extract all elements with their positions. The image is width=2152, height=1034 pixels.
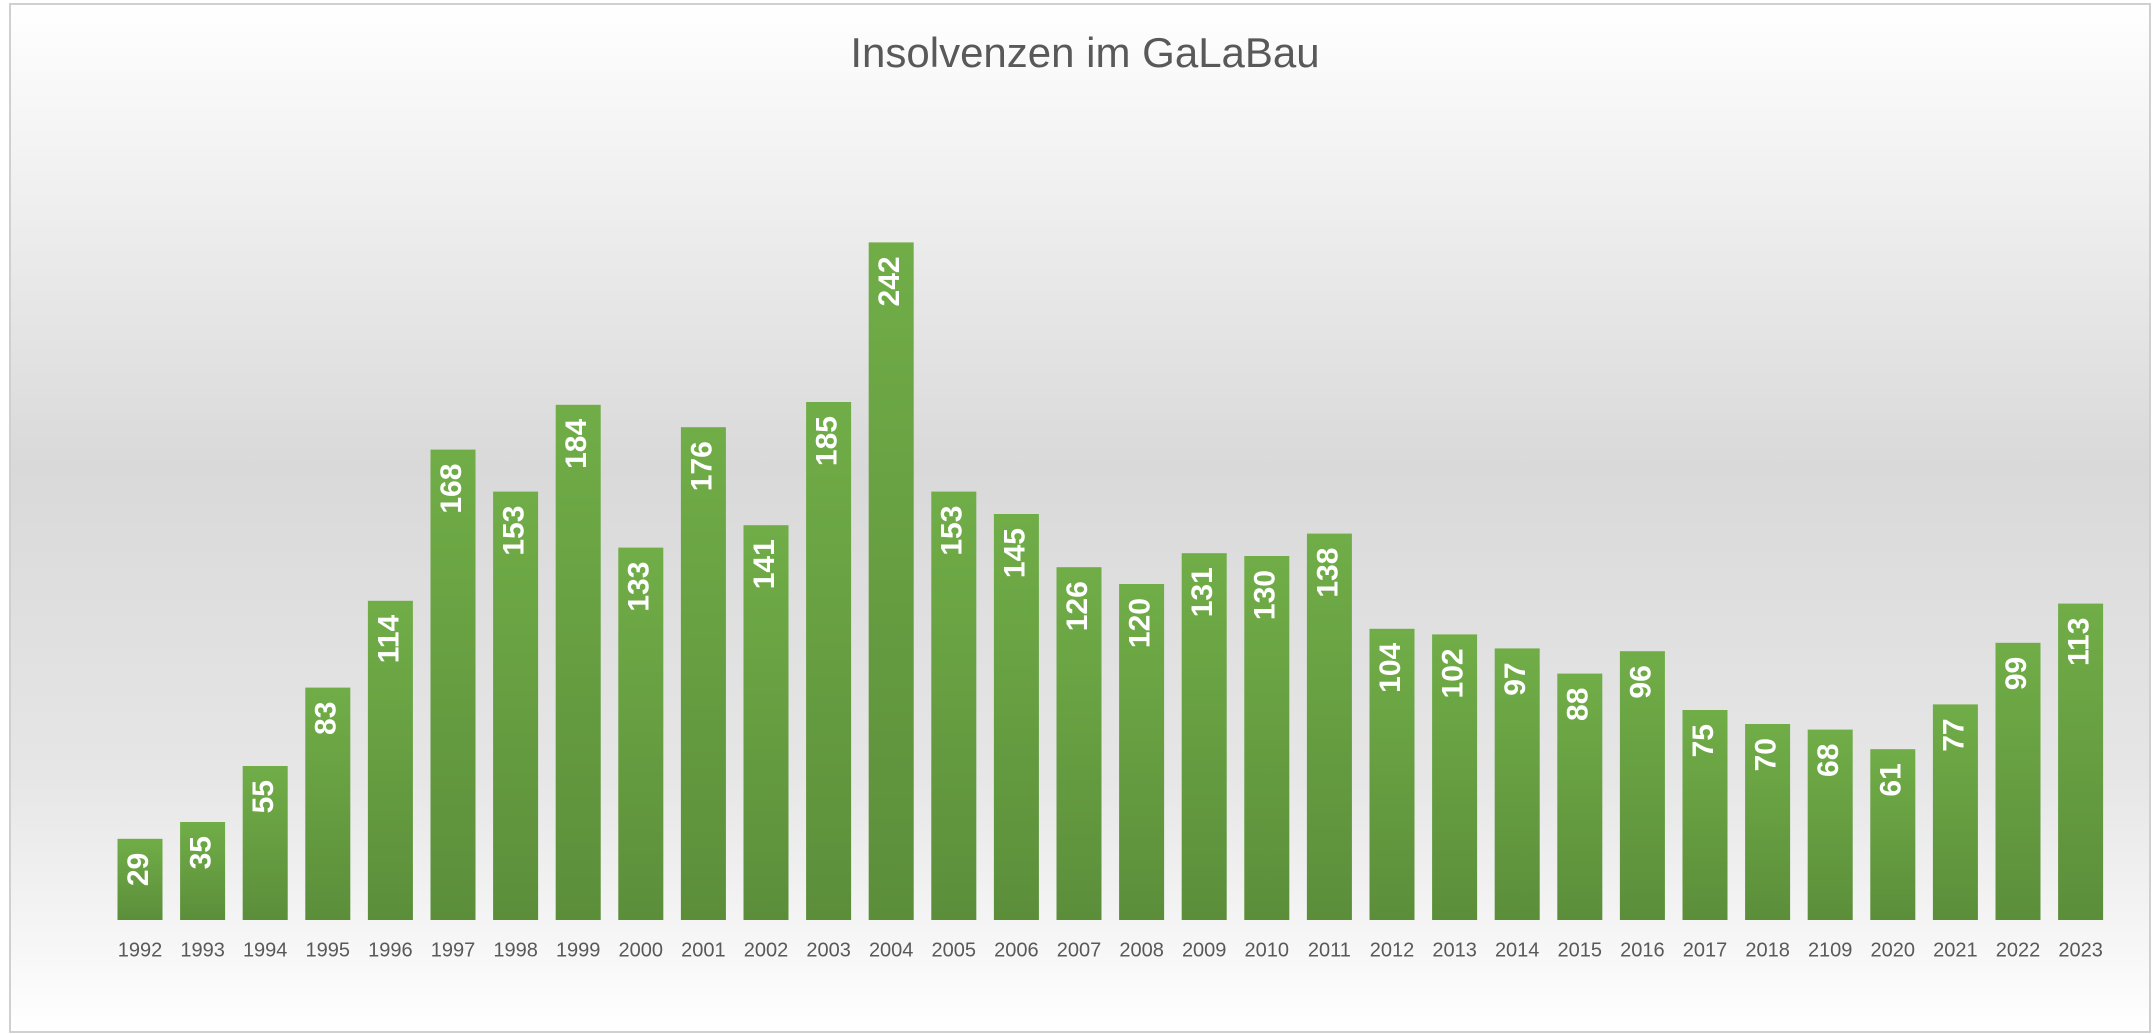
bar-shade bbox=[2058, 603, 2104, 920]
data-label: 99 bbox=[2000, 657, 2033, 690]
x-tick-label: 1998 bbox=[493, 939, 538, 961]
bar-shade bbox=[242, 766, 288, 920]
x-tick-label: 2001 bbox=[681, 939, 726, 961]
data-label: 70 bbox=[1750, 738, 1783, 771]
bar-shade bbox=[1369, 628, 1415, 920]
bar-shade bbox=[1870, 749, 1916, 920]
data-label: 176 bbox=[685, 441, 718, 491]
data-label: 185 bbox=[811, 416, 844, 466]
bar-shade bbox=[1745, 724, 1791, 920]
x-tick-label: 2013 bbox=[1432, 939, 1477, 961]
x-tick-label: 2014 bbox=[1495, 939, 1540, 961]
bar-shade bbox=[993, 514, 1039, 920]
bar-shade bbox=[1932, 704, 1978, 920]
data-label: 61 bbox=[1875, 763, 1908, 796]
x-tick-label: 2009 bbox=[1182, 939, 1227, 961]
x-tick-label: 2010 bbox=[1245, 939, 1290, 961]
x-tick-label: 2017 bbox=[1683, 939, 1728, 961]
bar-shade bbox=[1244, 556, 1290, 920]
bar-shade bbox=[305, 687, 351, 920]
data-label: 133 bbox=[623, 562, 656, 612]
data-label: 96 bbox=[1624, 665, 1657, 698]
bar-shade bbox=[1306, 533, 1352, 920]
x-tick-label: 2011 bbox=[1308, 939, 1351, 961]
data-label: 102 bbox=[1437, 648, 1470, 698]
data-label: 104 bbox=[1374, 642, 1407, 692]
x-tick-label: 2004 bbox=[869, 939, 914, 961]
bar-shade bbox=[743, 525, 789, 920]
bar-shade bbox=[493, 491, 539, 920]
x-tick-label: 2018 bbox=[1745, 939, 1790, 961]
data-label: 88 bbox=[1562, 688, 1595, 721]
x-tick-label: 2020 bbox=[1871, 939, 1916, 961]
x-tick-label: 1999 bbox=[556, 939, 601, 961]
bar-shade bbox=[618, 547, 664, 920]
x-tick-label: 2021 bbox=[1933, 939, 1978, 961]
bar-shade bbox=[806, 402, 852, 920]
data-label: 113 bbox=[2063, 618, 2096, 666]
bar-shade bbox=[680, 427, 726, 920]
data-label: 126 bbox=[1061, 581, 1094, 631]
bar-shade bbox=[1682, 710, 1728, 920]
bar-shade bbox=[931, 491, 977, 920]
data-label: 97 bbox=[1499, 662, 1532, 695]
x-tick-label: 2015 bbox=[1558, 939, 1603, 961]
data-label: 35 bbox=[185, 836, 218, 869]
x-tick-label: 2006 bbox=[994, 939, 1039, 961]
bar-shade bbox=[1181, 553, 1227, 920]
bar-shade bbox=[1995, 642, 2041, 920]
bar-shade bbox=[1494, 648, 1540, 920]
x-tick-label: 2023 bbox=[2058, 939, 2103, 961]
bar-shade bbox=[1119, 584, 1165, 920]
data-label: 75 bbox=[1687, 724, 1720, 757]
x-tick-label: 2012 bbox=[1370, 939, 1415, 961]
data-label: 168 bbox=[435, 464, 468, 514]
data-label: 242 bbox=[873, 256, 906, 306]
data-label: 141 bbox=[748, 539, 781, 589]
x-tick-label: 1993 bbox=[180, 939, 225, 961]
bar-shade bbox=[367, 600, 413, 920]
data-label: 138 bbox=[1311, 548, 1344, 598]
data-label: 131 bbox=[1186, 567, 1219, 617]
bar-shade bbox=[430, 449, 476, 920]
data-label: 29 bbox=[122, 853, 155, 886]
data-label: 120 bbox=[1124, 598, 1157, 648]
data-label: 130 bbox=[1249, 570, 1282, 620]
bar-shade bbox=[555, 404, 601, 920]
bar-shade bbox=[868, 242, 914, 920]
x-tick-label: 2005 bbox=[932, 939, 977, 961]
x-tick-label: 2016 bbox=[1620, 939, 1665, 961]
data-label: 68 bbox=[1812, 744, 1845, 777]
x-tick-label: 2002 bbox=[744, 939, 789, 961]
bar-shade bbox=[1807, 729, 1853, 920]
x-tick-label: 2008 bbox=[1119, 939, 1164, 961]
bar-shade bbox=[1432, 634, 1478, 920]
data-label: 153 bbox=[498, 506, 531, 556]
chart-title: Insolvenzen im GaLaBau bbox=[850, 29, 1319, 76]
bar-shade bbox=[117, 838, 163, 920]
x-tick-label: 2003 bbox=[806, 939, 851, 961]
x-tick-label: 1995 bbox=[306, 939, 351, 961]
x-tick-label: 2007 bbox=[1057, 939, 1102, 961]
x-tick-label: 1994 bbox=[243, 939, 288, 961]
data-label: 114 bbox=[372, 614, 405, 663]
x-tick-label: 2000 bbox=[619, 939, 664, 961]
data-label: 184 bbox=[560, 418, 593, 468]
bar-shade bbox=[1619, 651, 1665, 920]
x-tick-label: 1997 bbox=[431, 939, 476, 961]
data-label: 153 bbox=[936, 506, 969, 556]
data-label: 77 bbox=[1937, 718, 1970, 751]
bar-shade bbox=[1056, 567, 1102, 920]
bar-shade bbox=[1557, 673, 1603, 920]
bar-shade bbox=[180, 822, 226, 920]
data-label: 145 bbox=[998, 528, 1031, 578]
x-tick-label: 2109 bbox=[1808, 939, 1853, 961]
x-tick-label: 1996 bbox=[368, 939, 413, 961]
data-label: 83 bbox=[310, 702, 343, 735]
x-tick-label: 2022 bbox=[1996, 939, 2041, 961]
data-label: 55 bbox=[247, 780, 280, 813]
x-tick-label: 1992 bbox=[118, 939, 163, 961]
